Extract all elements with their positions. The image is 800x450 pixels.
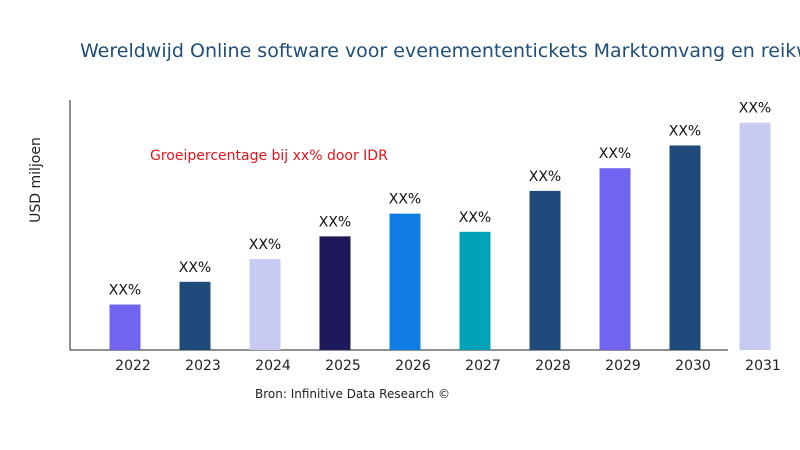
- data-label-2022: XX%: [109, 283, 141, 299]
- x-tick-2030: 2030: [675, 358, 711, 374]
- growth-annotation: Groeipercentage bij xx% door IDR: [150, 148, 388, 164]
- x-tick-2022: 2022: [115, 358, 151, 374]
- bar-2022: [109, 304, 141, 350]
- data-label-2030: XX%: [669, 123, 701, 139]
- x-tick-2025: 2025: [325, 358, 361, 374]
- bar-2027: [459, 231, 491, 350]
- x-tick-2026: 2026: [395, 358, 431, 374]
- data-label-2024: XX%: [249, 237, 281, 253]
- bar-2029: [599, 168, 631, 350]
- bar-2025: [319, 236, 351, 350]
- x-tick-2029: 2029: [605, 358, 641, 374]
- data-label-2025: XX%: [319, 214, 351, 230]
- data-label-2029: XX%: [599, 146, 631, 162]
- data-label-2023: XX%: [179, 260, 211, 276]
- data-label-2031: XX%: [739, 101, 771, 117]
- x-tick-2027: 2027: [465, 358, 501, 374]
- bar-2028: [529, 190, 561, 350]
- x-tick-2031: 2031: [745, 358, 781, 374]
- bar-2026: [389, 213, 421, 350]
- source-note: Bron: Infinitive Data Research ©: [255, 387, 451, 401]
- x-tick-2024: 2024: [255, 358, 291, 374]
- bar-2031: [739, 122, 771, 351]
- x-tick-2023: 2023: [185, 358, 221, 374]
- chart-title: Wereldwijd Online software voor evenemen…: [80, 40, 800, 62]
- bar-2023: [179, 281, 211, 350]
- data-label-2027: XX%: [459, 210, 491, 226]
- bar-2024: [249, 259, 281, 350]
- data-label-2026: XX%: [389, 192, 421, 208]
- x-tick-2028: 2028: [535, 358, 571, 374]
- data-label-2028: XX%: [529, 169, 561, 185]
- bar-2030: [669, 145, 701, 350]
